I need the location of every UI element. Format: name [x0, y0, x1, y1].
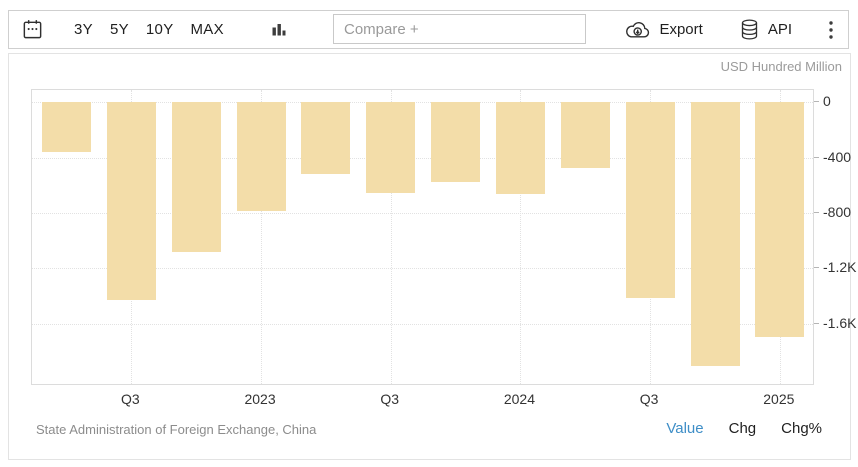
bar[interactable] — [560, 102, 610, 168]
gridline-vertical — [261, 90, 263, 384]
bar[interactable] — [625, 102, 675, 299]
y-axis-tick — [814, 267, 819, 269]
chart-type-button[interactable] — [270, 21, 288, 39]
x-axis-label: 2024 — [503, 391, 536, 407]
toolbar-actions: Export API — [624, 18, 834, 41]
range-selector: 3Y 5Y 10Y MAX — [74, 21, 224, 38]
y-axis-label: 0 — [823, 93, 831, 110]
bar[interactable] — [171, 102, 221, 252]
bar[interactable] — [42, 102, 91, 152]
compare-input[interactable] — [333, 14, 586, 44]
y-axis-tick — [814, 322, 819, 324]
bar[interactable] — [495, 102, 545, 194]
gridline-vertical — [390, 90, 392, 384]
bar[interactable] — [366, 102, 416, 193]
y-axis-label: -1.6K — [823, 314, 857, 331]
api-button[interactable]: API — [739, 18, 792, 41]
export-button[interactable]: Export — [624, 20, 703, 40]
gridline-horizontal — [32, 268, 813, 270]
database-icon — [739, 18, 760, 41]
y-axis-label: -800 — [823, 204, 852, 220]
bar[interactable] — [106, 102, 156, 301]
api-label: API — [767, 21, 792, 38]
plot-area — [31, 89, 814, 385]
cloud-download-icon — [624, 20, 651, 40]
x-axis-label: Q3 — [121, 391, 140, 407]
date-range-button[interactable] — [21, 18, 44, 41]
bar-chart-icon — [270, 21, 288, 39]
bar[interactable] — [690, 102, 740, 367]
y-axis-unit-label: USD Hundred Million — [720, 59, 842, 74]
gridline-horizontal — [32, 157, 813, 159]
footer-link-chgpct[interactable]: Chg% — [781, 420, 822, 437]
gridline-horizontal — [32, 213, 813, 214]
kebab-menu-icon — [828, 20, 834, 40]
y-axis-tick — [814, 212, 819, 213]
x-axis-label: Q3 — [380, 391, 400, 407]
range-button-3y[interactable]: 3Y — [74, 21, 93, 38]
chart-panel: USD Hundred Million State Administration… — [8, 53, 856, 460]
gridline-horizontal — [32, 323, 813, 325]
range-button-max[interactable]: MAX — [190, 21, 224, 38]
bar[interactable] — [236, 102, 286, 211]
gridline-horizontal — [32, 102, 813, 104]
footer-link-value[interactable]: Value — [666, 420, 704, 437]
y-axis-label: -1.2K — [823, 259, 857, 276]
source-label: State Administration of Foreign Exchange… — [36, 422, 317, 437]
bar[interactable] — [431, 102, 481, 182]
export-label: Export — [659, 21, 703, 38]
gridline-vertical — [520, 90, 522, 384]
y-axis-tick — [814, 156, 819, 158]
y-axis-tick — [814, 101, 819, 103]
bar[interactable] — [755, 102, 805, 338]
range-button-10y[interactable]: 10Y — [145, 21, 174, 38]
calendar-icon — [21, 18, 44, 41]
range-button-5y[interactable]: 5Y — [109, 21, 129, 38]
overflow-menu-button[interactable] — [828, 20, 834, 40]
x-axis-label: Q3 — [639, 391, 659, 407]
chart-toolbar: 3Y 5Y 10Y MAX — [8, 10, 849, 49]
y-axis-label: -400 — [823, 148, 852, 165]
series-mode-links: Value Chg Chg% — [666, 420, 822, 437]
footer-link-chg[interactable]: Chg — [728, 420, 757, 437]
x-axis-label: 2025 — [763, 391, 795, 407]
x-axis-label: 2023 — [244, 391, 276, 407]
bar[interactable] — [301, 102, 351, 175]
